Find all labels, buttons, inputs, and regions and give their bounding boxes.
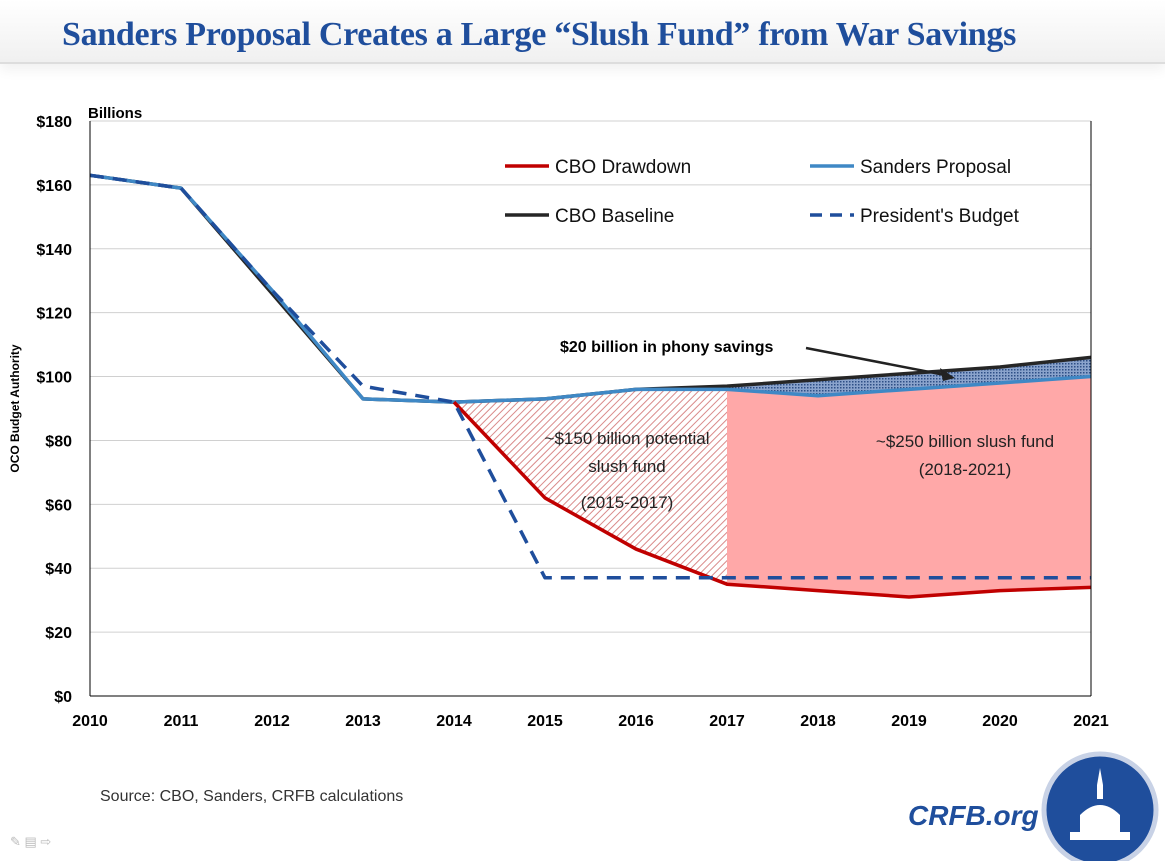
- x-tick-label: 2018: [800, 713, 836, 730]
- series-line-cbo-drawdown: [452, 400, 1092, 599]
- page-title: Sanders Proposal Creates a Large “Slush …: [62, 16, 1017, 53]
- y-tick-label: $40: [45, 561, 72, 578]
- y-tick-label: $120: [36, 306, 72, 323]
- series-line-sanders-proposal: [89, 173, 1092, 404]
- slush-fund-area: [727, 376, 1091, 597]
- annotation-arrow: [805, 346, 946, 377]
- units-label: Billions: [88, 105, 142, 122]
- annotation-potential-slush-fund: (2015-2017): [581, 493, 674, 512]
- y-tick-label: $60: [45, 497, 72, 514]
- annotation-potential-slush-fund: ~$150 billion potential: [545, 429, 710, 448]
- x-tick-label: 2013: [345, 713, 381, 730]
- x-tick-label: 2020: [982, 713, 1018, 730]
- x-tick-label: 2019: [891, 713, 927, 730]
- annotation-potential-slush-fund: slush fund: [588, 457, 666, 476]
- x-tick-label: 2011: [164, 713, 199, 730]
- annotation-slush-fund: (2018-2021): [919, 460, 1012, 479]
- slide-toolbar[interactable]: ✎ ▤ ⇨: [10, 834, 52, 849]
- header-bar: [0, 0, 1165, 64]
- potential-slush-fund-area: [454, 389, 727, 585]
- arrow-head-icon: [940, 368, 955, 381]
- series-line-president-s-budget: [89, 173, 1091, 580]
- x-tick-label: 2014: [436, 713, 472, 730]
- x-tick-label: 2021: [1073, 713, 1109, 730]
- source-note: Source: CBO, Sanders, CRFB calculations: [100, 788, 404, 805]
- x-tick-label: 2010: [72, 713, 108, 730]
- legend-label: Sanders Proposal: [860, 157, 1011, 178]
- annotation-slush-fund: ~$250 billion slush fund: [876, 432, 1054, 451]
- y-tick-label: $100: [36, 370, 72, 387]
- x-tick-label: 2015: [527, 713, 563, 730]
- y-tick-label: $140: [36, 242, 72, 259]
- legend-label: CBO Baseline: [555, 206, 674, 227]
- y-axis-label: OCO Budget Authority: [8, 344, 22, 473]
- brand-link[interactable]: CRFB.org: [908, 800, 1039, 831]
- y-tick-label: $0: [54, 689, 72, 706]
- legend-label: President's Budget: [860, 206, 1020, 227]
- x-tick-label: 2017: [709, 713, 745, 730]
- y-tick-label: $20: [45, 625, 72, 642]
- y-tick-label: $160: [36, 178, 72, 195]
- x-tick-label: 2016: [618, 713, 654, 730]
- annotation-phony-savings: $20 billion in phony savings: [560, 339, 773, 356]
- x-tick-label: 2012: [254, 713, 290, 730]
- legend-label: CBO Drawdown: [555, 157, 691, 178]
- y-tick-label: $180: [36, 114, 72, 131]
- crfb-logo: [1041, 751, 1159, 861]
- y-tick-label: $80: [45, 433, 72, 450]
